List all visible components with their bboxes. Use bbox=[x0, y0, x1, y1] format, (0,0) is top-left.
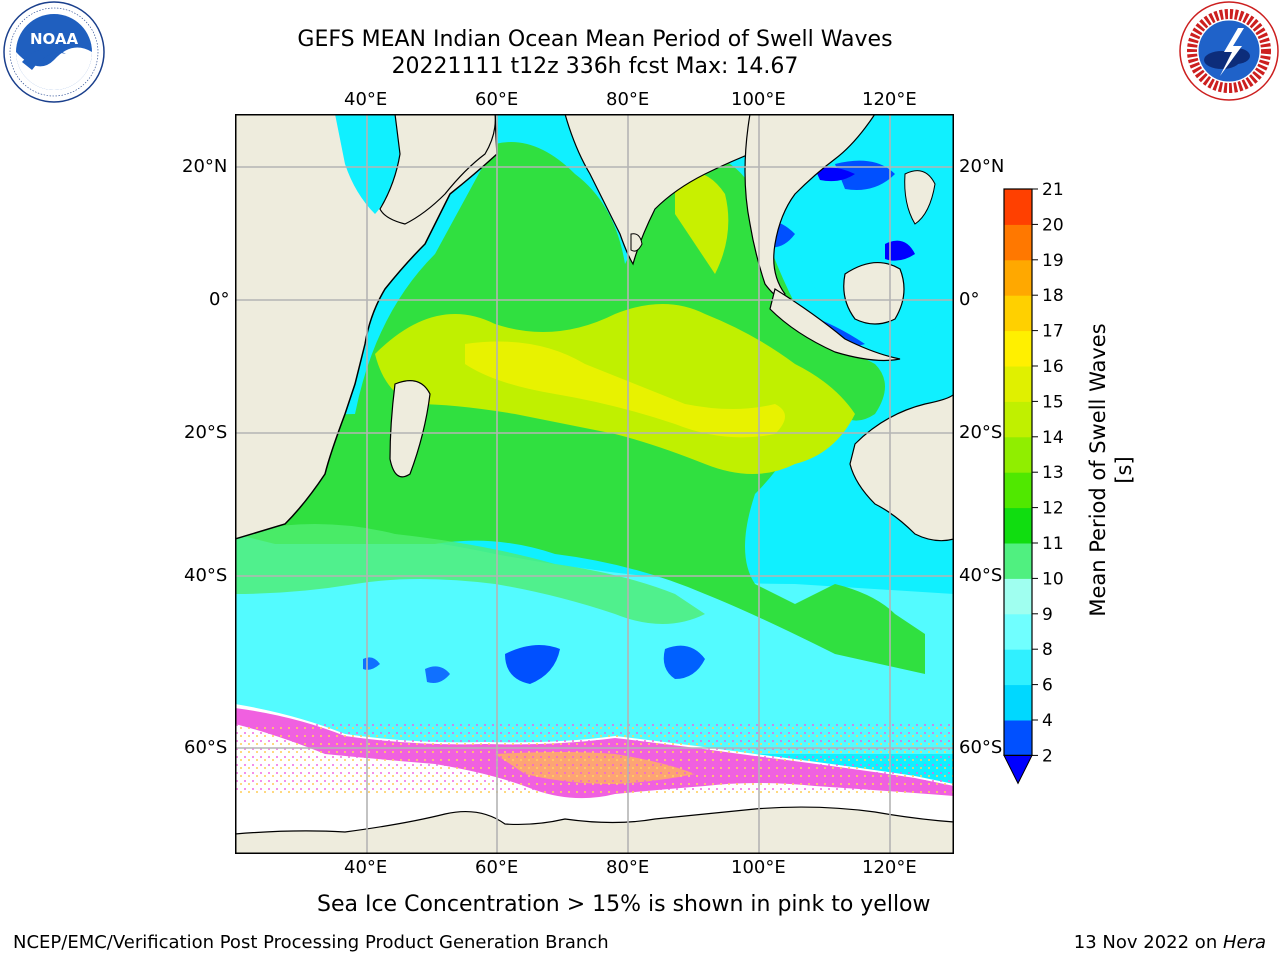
land-philippines bbox=[904, 170, 936, 225]
land-australia bbox=[849, 393, 954, 542]
colorbar-segment bbox=[1004, 578, 1032, 615]
colorbar-segment bbox=[1004, 472, 1032, 509]
lat-label-right: 20°S bbox=[959, 422, 1003, 443]
lon-label-top: 40°E bbox=[344, 89, 388, 110]
colorbar-tick-label: 10 bbox=[1042, 569, 1064, 589]
colorbar-segment bbox=[1004, 507, 1032, 544]
lon-label-top: 60°E bbox=[475, 89, 519, 110]
lat-label-left: 0° bbox=[209, 289, 230, 310]
map-subtitle: 20221111 t12z 336h fcst Max: 14.67 bbox=[391, 54, 799, 79]
colorbar-segment bbox=[1004, 224, 1032, 261]
lat-label-left: 60°S bbox=[184, 737, 228, 758]
swell-zone-green-south bbox=[235, 524, 705, 624]
colorbar: 2 4 6 8 9 10 11 12 13 14 15 16 17 18 19 20 21 bbox=[1003, 180, 1064, 785]
land-arabia bbox=[379, 114, 496, 225]
lon-label-bottom: 120°E bbox=[862, 857, 917, 878]
colorbar-segment bbox=[1004, 543, 1032, 579]
noaa-logo-text: NOAA bbox=[30, 30, 79, 48]
colorbar-tick-label: 16 bbox=[1042, 357, 1064, 377]
lat-label-left: 40°S bbox=[184, 565, 228, 586]
land-indochina bbox=[744, 114, 876, 298]
colorbar-segment bbox=[1004, 259, 1032, 296]
land-india bbox=[564, 114, 796, 266]
swell-zone-southern-blue-1 bbox=[505, 645, 560, 684]
lon-label-bottom: 100°E bbox=[731, 857, 786, 878]
footer-credit: NCEP/EMC/Verification Post Processing Pr… bbox=[13, 932, 609, 953]
colorbar-segment bbox=[1004, 330, 1032, 367]
swell-zone-yellow-core bbox=[465, 341, 785, 438]
lat-label-right: 60°S bbox=[959, 737, 1003, 758]
noaa-logo-icon: NOAA bbox=[3, 1, 105, 103]
colorbar-tick-label: 20 bbox=[1042, 215, 1064, 235]
colorbar-extend-triangle bbox=[1003, 754, 1033, 785]
swell-period-map bbox=[235, 114, 954, 854]
swell-zone-blue-patches bbox=[755, 160, 895, 348]
map-title: GEFS MEAN Indian Ocean Mean Period of Sw… bbox=[297, 27, 893, 52]
land-antarctica bbox=[235, 806, 954, 854]
footer-date-text: 13 Nov 2022 on bbox=[1073, 932, 1223, 953]
lat-label-right: 20°N bbox=[959, 156, 1005, 177]
colorbar-tick-label: 4 bbox=[1042, 711, 1053, 731]
land-sumatra-java bbox=[769, 288, 901, 362]
colorbar-segment bbox=[1004, 401, 1032, 438]
colorbar-label: Mean Period of Swell Waves [s] bbox=[1086, 323, 1136, 617]
land-madagascar bbox=[389, 380, 431, 478]
swell-zone-southern-blue-3 bbox=[363, 657, 450, 683]
lat-label-left: 20°N bbox=[182, 156, 228, 177]
colorbar-segment bbox=[1004, 684, 1032, 721]
colorbar-tick-label: 9 bbox=[1042, 605, 1053, 625]
colorbar-tick-label: 8 bbox=[1042, 640, 1053, 660]
colorbar-tick-label: 21 bbox=[1042, 180, 1064, 200]
colorbar-tick-label: 18 bbox=[1042, 286, 1064, 306]
lon-label-top: 80°E bbox=[606, 89, 650, 110]
lon-label-top: 120°E bbox=[862, 89, 917, 110]
colorbar-tick-label: 6 bbox=[1042, 676, 1053, 696]
land-sri-lanka bbox=[630, 233, 643, 252]
colorbar-tick-label: 15 bbox=[1042, 392, 1064, 412]
colorbar-tick-label: 17 bbox=[1042, 322, 1064, 342]
colorbar-tick-label: 13 bbox=[1042, 463, 1064, 483]
colorbar-segment bbox=[1004, 295, 1032, 332]
sea-ice-caption: Sea Ice Concentration > 15% is shown in … bbox=[317, 892, 931, 917]
colorbar-tick-label: 2 bbox=[1042, 746, 1053, 766]
lat-label-right: 0° bbox=[959, 289, 980, 310]
colorbar-tick-label: 14 bbox=[1042, 428, 1064, 448]
lat-label-left: 20°S bbox=[184, 422, 228, 443]
swell-zone-southern-blue-2 bbox=[663, 645, 705, 679]
colorbar-segment bbox=[1004, 366, 1032, 402]
nws-logo-icon bbox=[1179, 1, 1279, 101]
swell-zone-deep-blue bbox=[815, 167, 915, 261]
swell-zone-bay-of-bengal bbox=[675, 171, 729, 274]
swell-zone-light-cyan bbox=[235, 531, 954, 754]
land-borneo bbox=[843, 262, 905, 325]
colorbar-segment bbox=[1004, 649, 1032, 686]
footer-date: 13 Nov 2022 on Hera bbox=[1074, 933, 1266, 953]
colorbar-segment bbox=[1004, 720, 1032, 756]
colorbar-tick-label: 11 bbox=[1042, 534, 1064, 554]
sea-ice-speckle bbox=[235, 724, 954, 794]
colorbar-tick-label: 12 bbox=[1042, 499, 1064, 519]
lat-label-right: 40°S bbox=[959, 565, 1003, 586]
colorbar-segment bbox=[1004, 436, 1032, 473]
colorbar-segment bbox=[1004, 189, 1032, 225]
footer-machine: Hera bbox=[1222, 932, 1266, 953]
lon-label-top: 100°E bbox=[731, 89, 786, 110]
map-gridlines bbox=[235, 114, 954, 854]
lon-label-bottom: 60°E bbox=[475, 857, 519, 878]
lon-label-bottom: 40°E bbox=[344, 857, 388, 878]
colorbar-tick-label: 19 bbox=[1042, 251, 1064, 271]
lon-label-bottom: 80°E bbox=[606, 857, 650, 878]
colorbar-segment bbox=[1004, 613, 1032, 650]
